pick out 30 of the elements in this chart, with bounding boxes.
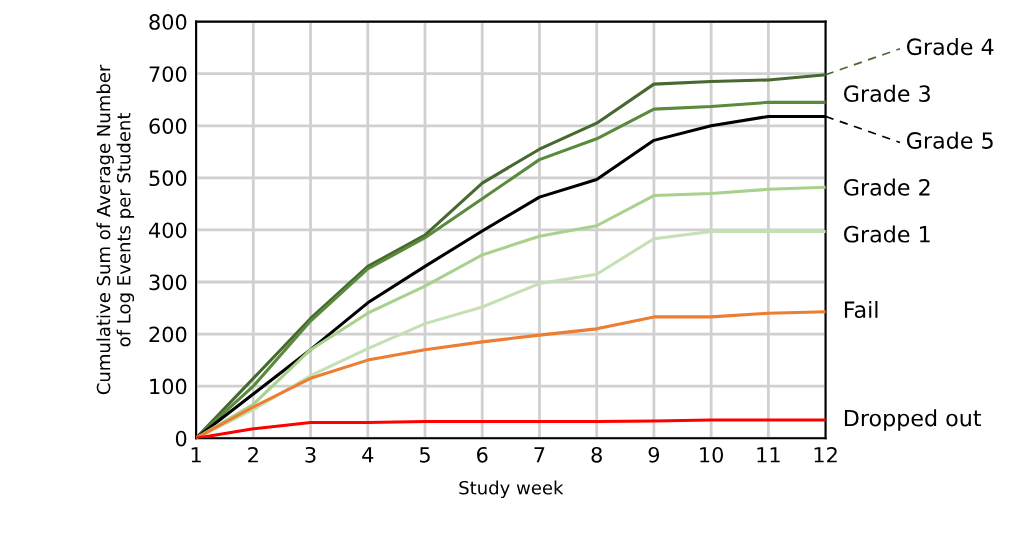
series-label: Grade 1 (844, 225, 930, 243)
x-tick-label: 10 (700, 446, 724, 463)
y-tick-label: 200 (149, 326, 187, 343)
x-tick-label: 8 (591, 446, 602, 463)
series-label: Grade 2 (844, 178, 930, 196)
x-tick-label: 4 (362, 447, 374, 463)
x-tick-label: 12 (814, 446, 837, 463)
x-tick-label: 7 (534, 447, 545, 463)
x-tick-label: 11 (757, 447, 780, 463)
y-tick-label: 600 (149, 118, 187, 134)
y-axis-title: Cumulative Sum of Average Number of Log Events per Student (96, 64, 135, 395)
x-tick-label: 6 (477, 446, 488, 463)
x-tick-label: 1 (191, 447, 201, 463)
y-tick-label: 700 (149, 66, 187, 82)
y-tick-label: 100 (150, 378, 187, 395)
x-axis-title: Study week (459, 480, 564, 499)
y-tick-label: 500 (149, 170, 187, 187)
x-tick-label: 2 (248, 446, 258, 463)
legend-label: Grade 5 (906, 131, 993, 149)
x-tick-label: 5 (419, 447, 430, 463)
series-label: Dropped out (844, 409, 982, 431)
x-tick-label: 9 (648, 446, 660, 463)
series-label: Grade 3 (844, 84, 930, 103)
y-tick-label: 0 (175, 430, 187, 447)
legend-label: Grade 4 (906, 37, 994, 56)
series-label: Fail (844, 300, 878, 319)
x-tick-label: 3 (305, 446, 316, 463)
y-tick-label: 300 (149, 274, 187, 291)
y-tick-label: 800 (149, 14, 187, 30)
y-tick-label: 400 (149, 222, 187, 239)
